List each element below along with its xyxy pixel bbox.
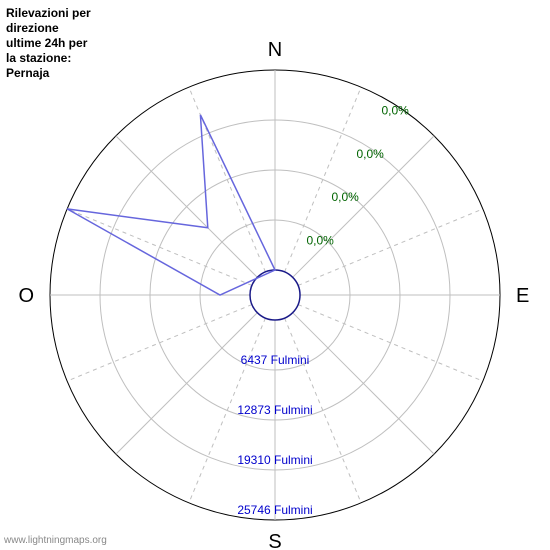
- attribution: www.lightningmaps.org: [4, 535, 107, 546]
- fulmini-label: 25746 Fulmini: [237, 503, 312, 517]
- fulmini-label: 6437 Fulmini: [241, 353, 310, 367]
- grid-spoke: [116, 313, 257, 454]
- percent-label: 0,0%: [332, 190, 360, 204]
- fulmini-label: 19310 Fulmini: [237, 453, 312, 467]
- grid-spoke: [116, 136, 257, 277]
- percent-label: 0,0%: [357, 147, 385, 161]
- percent-label: 0,0%: [307, 233, 335, 247]
- cardinal-s: S: [268, 531, 281, 550]
- polar-chart: N E S O 0,0% 0,0% 0,0% 0,0% 6437 Fulmini 12873 Fu…: [0, 0, 550, 550]
- cardinal-w: O: [18, 285, 34, 307]
- percent-label: 0,0%: [382, 104, 410, 118]
- cardinal-n: N: [268, 39, 282, 61]
- fulmini-label: 12873 Fulmini: [237, 403, 312, 417]
- grid-spoke: [298, 305, 483, 382]
- cardinal-e: E: [516, 285, 529, 307]
- rose-polygon: [67, 115, 275, 295]
- grid-spoke: [293, 313, 434, 454]
